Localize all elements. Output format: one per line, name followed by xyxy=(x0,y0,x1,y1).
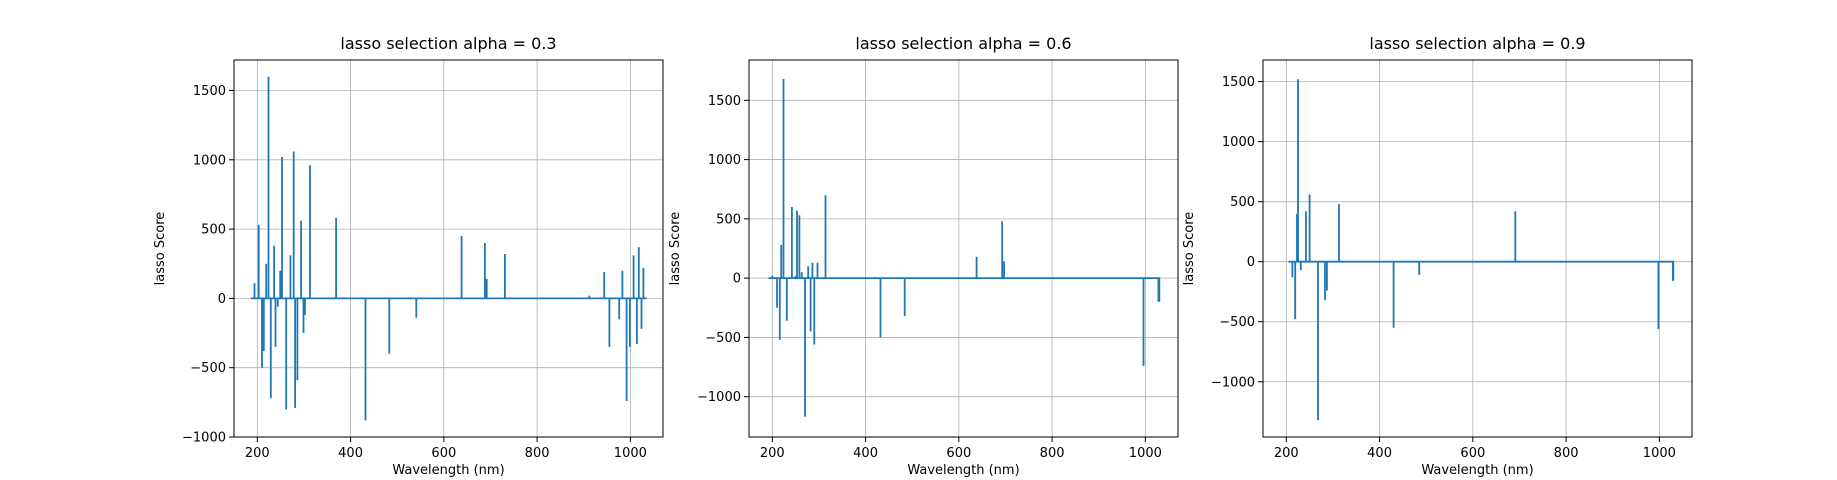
subplot-alpha-0-3: 200 400 600 800 1000 −1000 −500 0 500 1000 1500 las… xyxy=(153,34,664,478)
x-tick-label: 200 xyxy=(760,446,785,461)
y-tick-label: −500 xyxy=(190,361,226,376)
plot-frame xyxy=(1262,59,1693,438)
y-axis-label: lasso Score xyxy=(668,212,683,286)
y-tick-label: 1500 xyxy=(708,94,741,109)
grid xyxy=(1263,60,1692,437)
y-tick-label: 0 xyxy=(1247,255,1255,270)
series-line xyxy=(250,76,647,421)
plot-frame xyxy=(233,59,664,438)
x-tick-label: 800 xyxy=(525,446,550,461)
y-tick-label: −500 xyxy=(1219,315,1255,330)
chart-title: lasso selection alpha = 0.6 xyxy=(855,34,1071,53)
y-tick-label: 0 xyxy=(733,272,741,287)
chart-title: lasso selection alpha = 0.9 xyxy=(1369,34,1585,53)
x-tick-label: 400 xyxy=(853,446,878,461)
y-tick-label: 1000 xyxy=(193,153,226,168)
subplot-alpha-0-9: 200 400 600 800 1000 −1000 −500 0 500 1000 1500 las… xyxy=(1182,34,1693,478)
y-tick-label: −1000 xyxy=(697,390,741,405)
plot-frame xyxy=(748,59,1179,438)
grid xyxy=(749,60,1178,437)
x-tick-label: 600 xyxy=(1460,446,1485,461)
series-line xyxy=(768,79,1161,417)
x-tick-label: 600 xyxy=(946,446,971,461)
y-tick-label: 500 xyxy=(201,223,226,238)
x-tick-label: 800 xyxy=(1554,446,1579,461)
chart-title: lasso selection alpha = 0.3 xyxy=(340,34,556,53)
series-line xyxy=(1288,79,1675,421)
x-axis-label: Wavelength (nm) xyxy=(392,463,504,478)
y-tick-label: −1000 xyxy=(1211,375,1255,390)
subplot-alpha-0-6: 200 400 600 800 1000 −1000 −500 0 500 1000 1500 las… xyxy=(668,34,1179,478)
grid xyxy=(234,60,663,438)
x-tick-label: 200 xyxy=(1274,446,1299,461)
y-tick-label: −1000 xyxy=(182,431,226,446)
x-tick-label: 600 xyxy=(431,446,456,461)
x-axis-label: Wavelength (nm) xyxy=(1421,463,1533,478)
x-tick-label: 1000 xyxy=(1643,446,1676,461)
y-tick-label: 1000 xyxy=(1222,135,1255,150)
y-tick-label: 1500 xyxy=(193,84,226,99)
y-tick-label: 1500 xyxy=(1222,75,1255,90)
x-axis-label: Wavelength (nm) xyxy=(907,463,1019,478)
x-tick-label: 400 xyxy=(338,446,363,461)
x-tick-label: 1000 xyxy=(614,446,647,461)
y-axis-label: lasso Score xyxy=(1182,212,1197,286)
x-tick-label: 200 xyxy=(245,446,270,461)
y-tick-label: 1000 xyxy=(708,153,741,168)
x-tick-label: 1000 xyxy=(1129,446,1162,461)
y-tick-label: 500 xyxy=(716,212,741,227)
y-tick-label: 500 xyxy=(1230,195,1255,210)
x-tick-label: 800 xyxy=(1040,446,1065,461)
y-tick-label: −500 xyxy=(705,331,741,346)
x-tick-label: 400 xyxy=(1367,446,1392,461)
y-axis-label: lasso Score xyxy=(153,212,168,286)
y-tick-label: 0 xyxy=(218,292,226,307)
